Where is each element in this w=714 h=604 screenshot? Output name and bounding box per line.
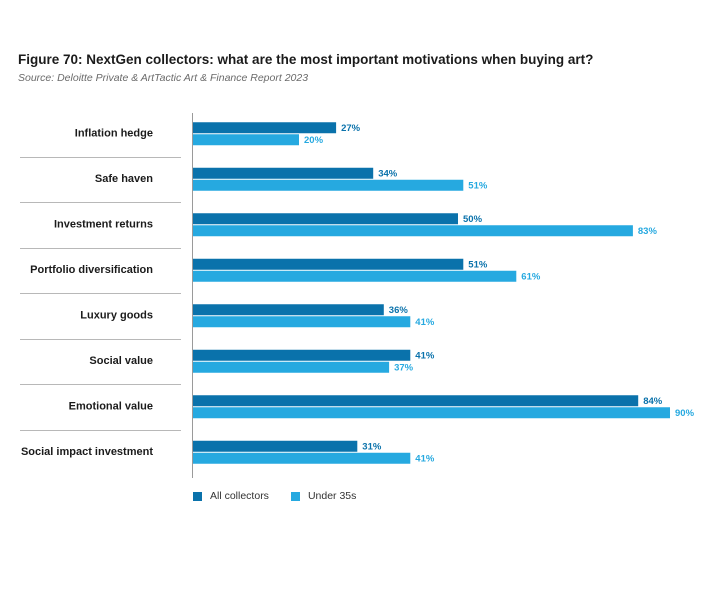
bar-all-collectors-social-impact-investment xyxy=(193,440,358,452)
bar-under-35s-emotional-value xyxy=(193,407,670,419)
value-label-under-35s-social-value: 37% xyxy=(394,362,414,373)
chart-title: Figure 70: NextGen collectors: what are … xyxy=(18,52,594,67)
legend-item-all-collectors: All collectors xyxy=(193,490,269,502)
bar-all-collectors-emotional-value xyxy=(193,395,639,407)
category-label-inflation-hedge: Inflation hedge xyxy=(75,128,153,140)
legend: All collectors Under 35s xyxy=(193,490,378,502)
bar-under-35s-portfolio-diversification xyxy=(193,270,517,282)
value-label-all-collectors-investment-returns: 50% xyxy=(463,214,483,225)
bar-all-collectors-social-value xyxy=(193,349,411,361)
value-label-under-35s-safe-haven: 51% xyxy=(468,180,488,191)
bar-under-35s-luxury-goods xyxy=(193,316,411,328)
value-label-under-35s-emotional-value: 90% xyxy=(675,408,695,419)
category-label-social-value: Social value xyxy=(89,355,153,367)
bar-all-collectors-inflation-hedge xyxy=(193,122,337,134)
value-label-all-collectors-portfolio-diversification: 51% xyxy=(468,259,488,270)
bar-all-collectors-portfolio-diversification xyxy=(193,258,464,270)
category-label-social-impact-investment: Social impact investment xyxy=(21,446,153,458)
bar-under-35s-social-impact-investment xyxy=(193,452,411,464)
legend-swatch-under-35s xyxy=(290,491,300,501)
bar-all-collectors-investment-returns xyxy=(193,213,458,225)
value-label-all-collectors-inflation-hedge: 27% xyxy=(341,123,361,134)
bar-under-35s-social-value xyxy=(193,361,390,373)
legend-item-under-35s: Under 35s xyxy=(290,490,357,502)
category-label-investment-returns: Investment returns xyxy=(54,219,153,231)
category-label-emotional-value: Emotional value xyxy=(69,401,153,413)
chart-subtitle: Source: Deloitte Private & ArtTactic Art… xyxy=(18,72,309,84)
bar-under-35s-inflation-hedge xyxy=(193,134,299,146)
bar-under-35s-investment-returns xyxy=(193,225,633,237)
category-label-portfolio-diversification: Portfolio diversification xyxy=(30,264,153,276)
value-label-all-collectors-emotional-value: 84% xyxy=(643,396,663,407)
value-label-all-collectors-safe-haven: 34% xyxy=(378,168,398,179)
value-label-all-collectors-social-value: 41% xyxy=(415,350,435,361)
value-label-under-35s-inflation-hedge: 20% xyxy=(304,135,324,146)
bar-under-35s-safe-haven xyxy=(193,179,464,191)
value-label-under-35s-social-impact-investment: 41% xyxy=(415,453,435,464)
bar-all-collectors-safe-haven xyxy=(193,167,374,179)
legend-label-under-35s: Under 35s xyxy=(307,490,357,502)
value-label-all-collectors-luxury-goods: 36% xyxy=(389,305,409,316)
legend-swatch-all-collectors xyxy=(193,491,202,501)
value-label-under-35s-investment-returns: 83% xyxy=(638,226,658,237)
bar-all-collectors-luxury-goods xyxy=(193,304,384,316)
legend-label-all-collectors: All collectors xyxy=(210,490,269,502)
category-label-luxury-goods: Luxury goods xyxy=(80,310,153,322)
value-label-all-collectors-social-impact-investment: 31% xyxy=(362,441,382,452)
category-label-safe-haven: Safe haven xyxy=(95,173,153,185)
value-label-under-35s-luxury-goods: 41% xyxy=(415,317,435,328)
value-label-under-35s-portfolio-diversification: 61% xyxy=(521,271,541,282)
